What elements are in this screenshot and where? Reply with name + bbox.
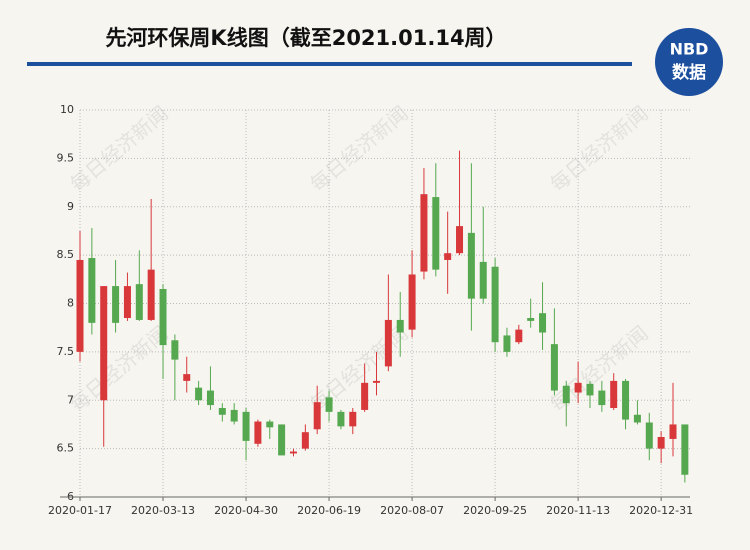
- logo-top: NBD: [670, 40, 709, 59]
- chart-title: 先河环保周K线图（截至2021.01.14周）: [105, 26, 506, 50]
- candle-body: [645, 422, 653, 449]
- watermark: 每日经济新闻: [65, 101, 172, 197]
- candle-body: [539, 313, 547, 333]
- candle-body: [159, 288, 167, 346]
- candle-body: [349, 411, 357, 427]
- candle-body: [527, 318, 535, 321]
- y-tick-label: 8.5: [57, 248, 75, 261]
- candle-body: [669, 424, 677, 439]
- candle-body: [337, 411, 345, 427]
- candle-body: [432, 197, 440, 270]
- candle-body: [479, 261, 487, 299]
- y-tick-label: 7.5: [57, 345, 75, 358]
- candle-body: [444, 253, 452, 260]
- x-tick-label: 2020-09-25: [463, 504, 527, 517]
- candle-body: [467, 232, 475, 299]
- candle-body: [491, 266, 499, 343]
- x-tick-label: 2020-11-13: [546, 504, 610, 517]
- y-tick-label: 9: [67, 200, 74, 213]
- candle-body: [278, 424, 286, 456]
- y-tick-label: 6.5: [57, 442, 75, 455]
- candle-body: [456, 226, 464, 254]
- logo-badge: [655, 28, 723, 96]
- candle-body: [76, 259, 84, 352]
- candle-body: [574, 382, 582, 393]
- watermark: 每日经济新闻: [305, 321, 412, 417]
- candle-body: [373, 380, 380, 383]
- x-tick-label: 2020-12-31: [629, 504, 693, 517]
- candle-body: [384, 319, 392, 367]
- candle-body: [218, 407, 226, 415]
- candle-body: [230, 409, 238, 422]
- candle-body: [325, 397, 333, 412]
- candle-body: [301, 432, 309, 449]
- candle-body: [396, 319, 404, 333]
- candle-body: [610, 380, 618, 408]
- candle-body: [195, 387, 203, 401]
- candle-body: [598, 390, 606, 406]
- y-tick-label: 9.5: [57, 151, 75, 164]
- candle-body: [681, 424, 689, 475]
- candle-body: [503, 335, 511, 352]
- candle-body: [88, 258, 96, 323]
- x-tick-label: 2020-08-07: [380, 504, 444, 517]
- candle-body: [135, 284, 143, 320]
- x-tick-label: 2020-01-17: [48, 504, 112, 517]
- candle-body: [123, 286, 131, 319]
- candle-body: [633, 414, 641, 423]
- candle-body: [657, 437, 665, 449]
- candle-body: [586, 383, 594, 396]
- candle-body: [171, 340, 179, 360]
- x-tick-label: 2020-06-19: [297, 504, 361, 517]
- candle-body: [313, 402, 321, 430]
- candle-body: [254, 421, 262, 444]
- candle-body: [289, 451, 297, 454]
- title-underline: [27, 62, 632, 66]
- x-tick-label: 2020-03-13: [131, 504, 195, 517]
- candle-body: [206, 390, 214, 406]
- candle-body: [420, 194, 428, 272]
- x-tick-label: 2020-04-30: [214, 504, 278, 517]
- watermark: 每日经济新闻: [545, 101, 652, 197]
- y-tick-label: 8: [67, 297, 74, 310]
- candle-body: [100, 286, 108, 401]
- candle-body: [242, 411, 250, 441]
- candle-body: [361, 382, 369, 410]
- y-tick-label: 7: [67, 393, 74, 406]
- candle-body: [622, 380, 630, 420]
- logo-bottom: 数据: [672, 62, 706, 83]
- candle-body: [562, 385, 570, 404]
- candle-body: [112, 286, 120, 323]
- candle-body: [408, 274, 416, 330]
- candle-body: [550, 344, 558, 391]
- candle-body: [515, 329, 523, 343]
- candle-body: [266, 421, 274, 428]
- candle-body: [183, 374, 191, 381]
- candle-body: [147, 269, 155, 320]
- y-tick-label: 10: [60, 103, 74, 116]
- watermark: 每日经济新闻: [305, 101, 412, 197]
